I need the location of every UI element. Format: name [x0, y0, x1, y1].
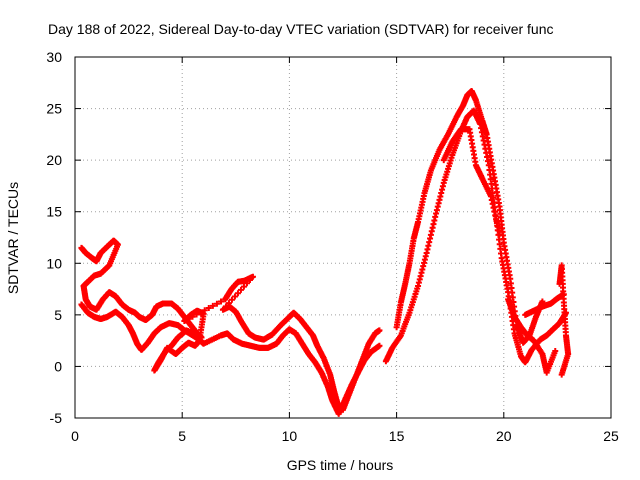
y-tick-label: 5 [54, 307, 62, 323]
plot-frame [74, 56, 612, 419]
chart-title: Day 188 of 2022, Sidereal Day-to-day VTE… [48, 21, 554, 37]
data-points [78, 88, 572, 417]
data-point [249, 273, 256, 280]
x-tick-label: 20 [496, 428, 512, 444]
x-tick-label: 10 [282, 428, 298, 444]
data-point [243, 280, 250, 287]
data-point [228, 296, 235, 303]
data-point [213, 300, 220, 307]
y-tick-label: 20 [46, 152, 62, 168]
axis-ticks: 0 5 10 15 20 25 -5 0 5 10 15 20 25 30 [46, 49, 619, 444]
x-tick-label: 5 [178, 428, 186, 444]
data-point [193, 311, 200, 318]
data-point [560, 291, 567, 298]
data-point [234, 290, 241, 297]
data-point [552, 347, 559, 354]
data-point [246, 276, 253, 283]
data-point [218, 298, 225, 305]
data-point [376, 327, 383, 334]
y-tick-label: 30 [46, 49, 62, 65]
data-point [209, 302, 216, 309]
data-point [240, 283, 247, 290]
data-point [205, 305, 212, 312]
x-tick-label: 0 [71, 428, 79, 444]
y-tick-label: 25 [46, 101, 62, 117]
data-point [185, 315, 192, 322]
x-tick-label: 15 [389, 428, 405, 444]
data-point [376, 342, 383, 349]
data-point [189, 313, 196, 320]
y-tick-label: 15 [46, 204, 62, 220]
y-axis-label: SDTVAR / TECUs [5, 182, 21, 294]
y-tick-label: 10 [46, 255, 62, 271]
x-tick-label: 25 [603, 428, 619, 444]
data-point [237, 286, 244, 293]
data-point [496, 231, 503, 238]
data-point [558, 371, 565, 378]
x-axis-label: GPS time / hours [287, 457, 394, 473]
data-point [231, 293, 238, 300]
y-tick-label: -5 [50, 410, 63, 426]
data-point [197, 309, 204, 316]
data-point [201, 307, 208, 314]
data-point [181, 318, 188, 325]
grid [75, 57, 611, 418]
y-tick-label: 0 [54, 358, 62, 374]
